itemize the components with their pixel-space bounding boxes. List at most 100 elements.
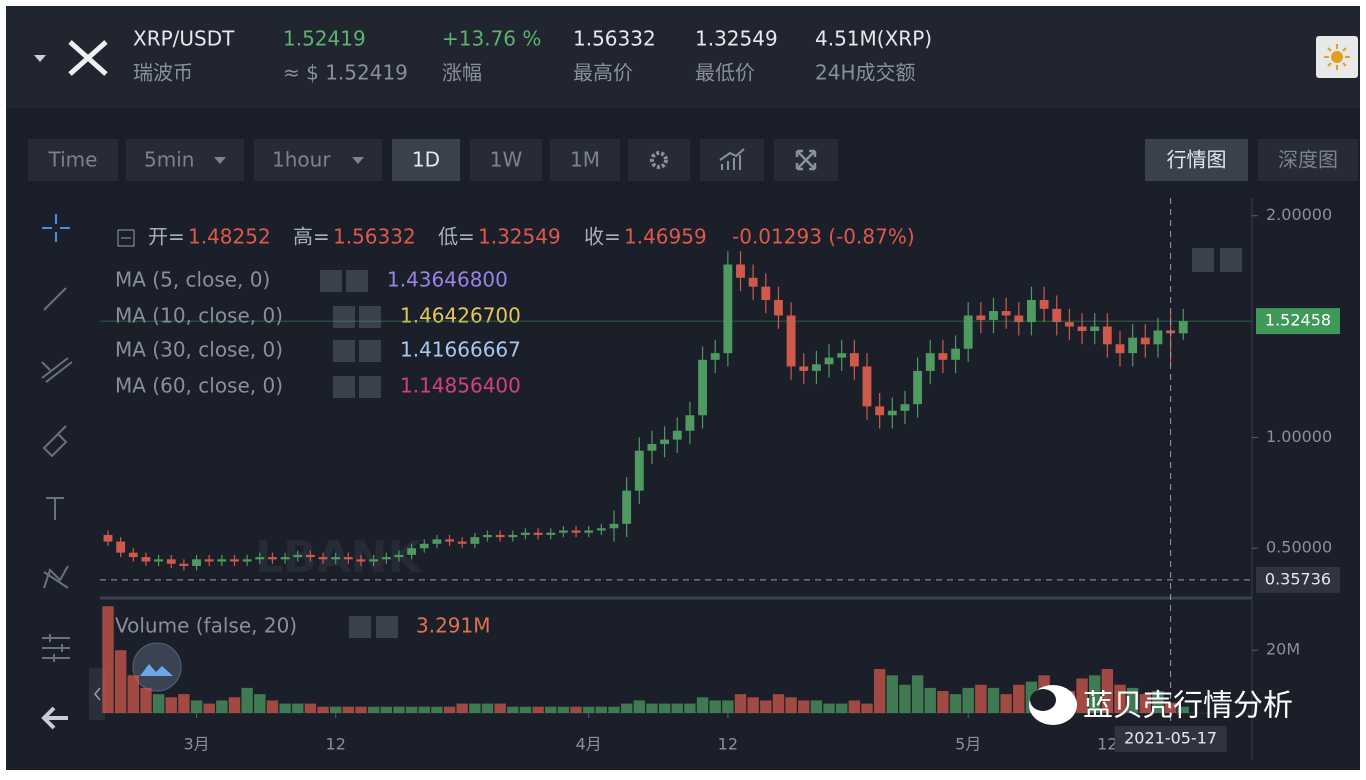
fib-tool[interactable] xyxy=(41,357,73,383)
ma-value: 1.14856400 xyxy=(400,374,521,398)
candle-body xyxy=(166,559,176,564)
interval-label: 1M xyxy=(570,148,600,172)
candle-body xyxy=(192,559,201,566)
volume: 4.51M(XRP) xyxy=(815,27,932,51)
settings-button[interactable] xyxy=(628,139,690,181)
collapse-legend[interactable] xyxy=(117,229,135,247)
price: 1.52419 xyxy=(283,27,366,51)
ohlc-value: 1.32549 xyxy=(478,225,561,249)
background xyxy=(6,6,1360,770)
x-tick-label: 5月 xyxy=(955,735,981,754)
x-tick-label: 4月 xyxy=(576,735,602,754)
volume-bar xyxy=(1114,684,1126,713)
measure-tool[interactable] xyxy=(42,634,70,662)
interval-button[interactable] xyxy=(126,139,244,181)
ma-settings[interactable] xyxy=(333,376,355,398)
candle-body xyxy=(596,528,606,531)
volume-bar xyxy=(102,606,114,713)
volume-bar xyxy=(798,700,810,713)
candle-body xyxy=(1077,326,1087,331)
volume-bar xyxy=(595,706,608,713)
ma-settings[interactable] xyxy=(320,270,342,292)
ma-settings[interactable] xyxy=(333,306,355,328)
ma-name: MA (5, close, 0) xyxy=(115,268,270,292)
ma-settings[interactable] xyxy=(333,340,355,362)
volume-bar xyxy=(760,700,772,713)
wechat-bubble xyxy=(1030,689,1056,711)
interval-button[interactable] xyxy=(392,139,460,181)
candle-body xyxy=(951,348,960,360)
candle-body xyxy=(1001,311,1011,316)
crosshair-tool[interactable] xyxy=(42,214,70,242)
x-tick-label: 12 xyxy=(718,735,738,754)
volume-bar xyxy=(557,706,570,713)
volume-bar xyxy=(443,706,456,713)
candle-body xyxy=(672,430,682,440)
volume-close[interactable] xyxy=(376,616,398,638)
candle-body xyxy=(204,559,214,562)
interval-button[interactable] xyxy=(28,139,118,181)
pair: XRP/USDT xyxy=(133,27,235,51)
candle-body xyxy=(141,557,151,562)
volume-bar xyxy=(532,706,544,713)
volume-settings[interactable] xyxy=(349,616,371,638)
candle-body xyxy=(849,353,859,367)
scale-button[interactable] xyxy=(1192,248,1214,272)
volume-bar xyxy=(254,694,266,713)
candle-body xyxy=(989,311,998,320)
view-button[interactable] xyxy=(1145,139,1248,181)
ohlc-label: 收= xyxy=(584,225,621,249)
line-tool[interactable] xyxy=(43,287,67,311)
volume-label: 24H成交额 xyxy=(815,61,916,85)
volume-bar xyxy=(190,700,203,713)
collapse-button[interactable] xyxy=(89,668,105,720)
ma-close[interactable] xyxy=(359,340,381,362)
sun-icon xyxy=(1331,51,1343,63)
dropdown[interactable] xyxy=(34,55,46,62)
volume-bar xyxy=(228,697,241,713)
indicator-icon xyxy=(719,148,745,170)
volume-bar xyxy=(747,697,759,713)
volume-bar xyxy=(481,703,494,713)
interval-button[interactable] xyxy=(470,139,542,181)
candle-body xyxy=(356,559,366,562)
header xyxy=(6,6,1360,108)
candle-body xyxy=(419,543,429,549)
volume-bar xyxy=(1089,675,1101,713)
volume-bar xyxy=(330,706,342,713)
back-tool[interactable] xyxy=(41,706,68,730)
text-tool[interactable] xyxy=(46,497,64,520)
volume-bar xyxy=(127,675,139,713)
ma-name: MA (60, close, 0) xyxy=(115,374,283,398)
volume-bar xyxy=(317,706,329,713)
ma-close[interactable] xyxy=(359,306,381,328)
brush-tool[interactable] xyxy=(42,425,68,458)
volume-name: Volume (false, 20) xyxy=(115,614,297,638)
fullscreen-icon xyxy=(795,149,817,171)
pattern-tool[interactable] xyxy=(43,565,69,589)
candle-body xyxy=(179,563,189,566)
view-button[interactable] xyxy=(1258,139,1358,181)
candle-body xyxy=(533,532,543,535)
volume-bar xyxy=(583,706,595,713)
volume-bar xyxy=(886,675,898,713)
interval-button[interactable] xyxy=(550,139,620,181)
indicator-button[interactable] xyxy=(700,139,764,181)
ma-close[interactable] xyxy=(346,270,368,292)
dropdown-arrow xyxy=(352,157,364,164)
ohlc-label: 开= xyxy=(148,225,185,249)
candle-body xyxy=(217,559,227,562)
scale-button[interactable] xyxy=(1220,248,1242,272)
volume-bar xyxy=(1101,669,1114,713)
volume-bar xyxy=(241,687,253,713)
candle-body xyxy=(331,557,341,560)
crosshair-date-label: 2021-05-17 xyxy=(1124,729,1217,748)
change-label: 涨幅 xyxy=(442,61,482,85)
volume-bar xyxy=(1126,687,1139,713)
candle-body xyxy=(280,557,290,560)
volume-bar xyxy=(494,703,506,713)
ma-close[interactable] xyxy=(359,376,381,398)
x-tick-label: 12 xyxy=(326,735,346,754)
sun-rays xyxy=(1324,44,1350,70)
candle-body xyxy=(925,353,935,371)
